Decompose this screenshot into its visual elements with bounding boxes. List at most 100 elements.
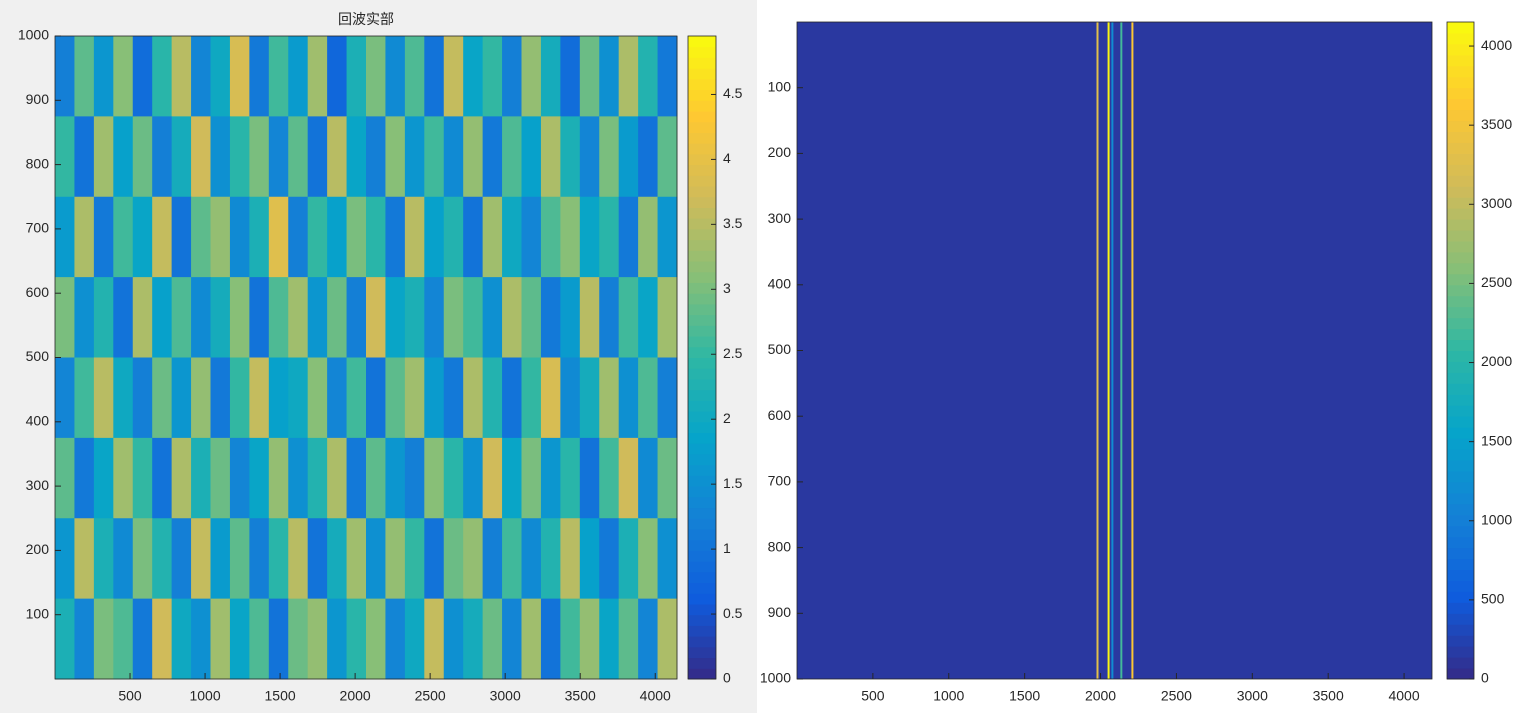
heatmap-cell: [599, 36, 620, 117]
heatmap-cell: [132, 598, 153, 680]
heatmap-cell: [327, 116, 348, 198]
heatmap-cell: [638, 36, 659, 117]
heatmap-cell: [249, 437, 270, 519]
heatmap-cell: [210, 598, 231, 680]
colorbar-segment: [688, 539, 716, 551]
colorbar-tick-label: 1: [723, 540, 731, 556]
heatmap-cell: [249, 36, 270, 117]
heatmap-cell: [210, 437, 231, 519]
heatmap-cell: [618, 518, 639, 600]
colorbar-segment: [1447, 383, 1474, 395]
heatmap-cell: [463, 196, 484, 278]
colorbar-segment: [688, 218, 716, 230]
colorbar-segment: [688, 453, 716, 466]
colorbar-tick-label: 4.5: [723, 85, 743, 101]
bright-line: [1111, 22, 1114, 679]
heatmap-cell: [171, 277, 192, 358]
colorbar-segment: [688, 593, 716, 605]
heatmap-cell: [618, 36, 639, 117]
x-tick-label: 1500: [1009, 688, 1040, 704]
colorbar-segment: [1447, 591, 1474, 603]
heatmap-cell: [404, 518, 425, 600]
colorbar-segment: [688, 196, 716, 208]
heatmap-cell: [93, 357, 114, 439]
colorbar-segment: [688, 46, 716, 58]
heatmap-cell: [74, 116, 95, 198]
heatmap-cell: [618, 277, 639, 358]
colorbar-segment: [1447, 646, 1474, 658]
heatmap-cell: [618, 116, 639, 198]
colorbar-segment: [688, 582, 716, 594]
heatmap-cell: [171, 598, 192, 680]
heatmap-cell: [443, 277, 464, 358]
heatmap-cell: [579, 357, 600, 439]
colorbar-segment: [1447, 657, 1474, 669]
colorbar-segment: [1447, 98, 1474, 111]
colorbar-tick-label: 2.5: [723, 345, 743, 361]
heatmap-cell: [93, 277, 114, 358]
colorbar-segment: [1447, 306, 1474, 319]
colorbar-segment: [688, 228, 716, 241]
colorbar-segment: [1447, 372, 1474, 384]
heatmap-cell: [579, 277, 600, 358]
colorbar-tick-label: 0.5: [723, 605, 743, 621]
colorbar-tick-label: 0: [723, 670, 731, 686]
colorbar-segment: [688, 421, 716, 434]
heatmap-cell: [210, 36, 231, 117]
heatmap-cell: [599, 116, 620, 198]
colorbar-segment: [1447, 569, 1474, 581]
heatmap-cell: [599, 437, 620, 519]
heatmap-cell: [210, 116, 231, 198]
colorbar-segment: [688, 325, 716, 337]
heatmap-cell: [657, 36, 678, 117]
colorbar-segment: [688, 496, 716, 509]
colorbar-segment: [688, 175, 716, 187]
heatmap-cell: [424, 357, 445, 439]
colorbar-segment: [1447, 624, 1474, 636]
heatmap-cell: [599, 196, 620, 278]
heatmap-cell: [638, 518, 659, 600]
colorbar-segment: [688, 550, 716, 562]
y-tick-label: 700: [768, 473, 792, 489]
heatmap-cell: [307, 196, 328, 278]
colorbar-segment: [688, 36, 716, 48]
heatmap-cell: [502, 36, 522, 117]
heatmap-cell: [366, 437, 386, 519]
heatmap-cell: [443, 437, 464, 519]
heatmap-cell: [521, 116, 542, 198]
heatmap-cell: [152, 518, 173, 600]
x-tick-label: 1000: [189, 688, 220, 704]
colorbar-segment: [1447, 339, 1474, 351]
heatmap-cell: [482, 196, 503, 278]
colorbar-segment: [688, 239, 716, 251]
heatmap-cell: [55, 277, 75, 358]
colorbar-segment: [1447, 613, 1474, 625]
heatmap-cell: [404, 116, 425, 198]
colorbar-tick-label: 4: [723, 150, 731, 166]
heatmap-cell: [229, 437, 250, 519]
heatmap-cell: [424, 36, 445, 117]
colorbar-segment: [688, 186, 716, 198]
heatmap-cell: [249, 277, 270, 358]
y-tick-label: 400: [26, 413, 50, 429]
colorbar-segment: [688, 261, 716, 273]
heatmap-cell: [366, 277, 386, 358]
heatmap-cell: [560, 437, 581, 519]
heatmap-cell: [288, 196, 309, 278]
y-tick-label: 900: [26, 91, 50, 107]
heatmap-cell: [93, 598, 114, 680]
colorbar-segment: [688, 207, 716, 219]
heatmap-cell: [93, 116, 114, 198]
heatmap-cell: [424, 437, 445, 519]
colorbar-segment: [1447, 405, 1474, 417]
heatmap-cell: [482, 116, 503, 198]
heatmap-cell: [579, 116, 600, 198]
heatmap-cell: [288, 437, 309, 519]
colorbar-segment: [688, 89, 716, 101]
heatmap-cell: [521, 36, 542, 117]
colorbar-segment: [1447, 449, 1474, 461]
heatmap-cell: [74, 437, 95, 519]
colorbar-segment: [1447, 186, 1474, 198]
colorbar-segment: [688, 614, 716, 626]
heatmap-cell: [560, 196, 581, 278]
